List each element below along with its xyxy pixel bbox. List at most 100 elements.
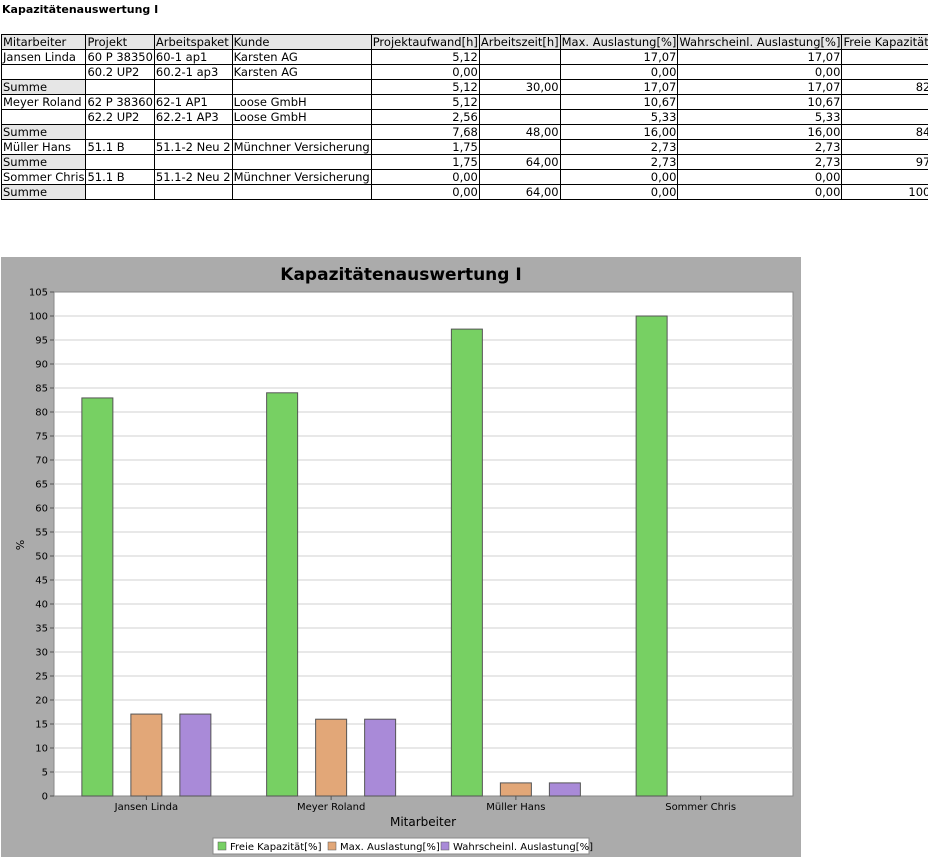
table-cell: 30,00	[479, 80, 560, 95]
table-cell: 10,67	[678, 95, 842, 110]
legend-label: Wahrscheinl. Auslastung[%]	[453, 842, 593, 853]
table-cell: 51.1-2 Neu 2	[154, 140, 232, 155]
table-cell: 2,73	[560, 140, 678, 155]
table-cell: 5,12	[371, 95, 479, 110]
table-cell: 60.2 UP2	[86, 65, 154, 80]
table-cell	[842, 110, 928, 125]
table-cell: 60.2-1 ap3	[154, 65, 232, 80]
bar	[365, 719, 396, 796]
table-cell: 5,12	[371, 50, 479, 65]
y-tick-label: 25	[35, 672, 48, 683]
table-cell: 2,73	[560, 155, 678, 170]
table-cell: 0,00	[678, 65, 842, 80]
y-tick-label: 100	[29, 312, 48, 323]
column-header: Projektaufwand[h]	[371, 35, 479, 50]
bar	[451, 329, 482, 796]
table-cell: Loose GmbH	[232, 95, 371, 110]
table-cell: Jansen Linda	[2, 50, 86, 65]
table-cell: 82,93	[842, 80, 928, 95]
y-tick-label: 105	[29, 288, 48, 299]
column-header: Kunde	[232, 35, 371, 50]
y-tick-label: 45	[35, 576, 48, 587]
table-cell: 60-1 ap1	[154, 50, 232, 65]
column-header: Wahrscheinl. Auslastung[%]	[678, 35, 842, 50]
table-cell: Münchner Versicherung	[232, 140, 371, 155]
table-cell: 100,00	[842, 185, 928, 200]
table-cell: Summe	[2, 185, 86, 200]
table-cell: 17,07	[560, 80, 678, 95]
table-cell: 2,73	[678, 140, 842, 155]
bar	[316, 719, 347, 796]
y-tick-label: 55	[35, 528, 48, 539]
table-cell	[2, 110, 86, 125]
bar	[82, 398, 113, 796]
table-cell: Summe	[2, 80, 86, 95]
x-tick-label: Müller Hans	[486, 802, 545, 813]
table-cell: 97,27	[842, 155, 928, 170]
chart-title: Kapazitätenauswertung I	[280, 265, 521, 285]
column-header: Projekt	[86, 35, 154, 50]
table-cell	[86, 185, 154, 200]
table-cell: Karsten AG	[232, 50, 371, 65]
table-cell: 1,75	[371, 140, 479, 155]
legend-swatch	[441, 842, 449, 850]
bar	[549, 783, 580, 796]
column-header: Freie Kapazität[%]	[842, 35, 928, 50]
table-cell: 51.1 B	[86, 170, 154, 185]
table-cell	[842, 170, 928, 185]
table-cell	[479, 140, 560, 155]
table-cell: Summe	[2, 155, 86, 170]
table-cell: 64,00	[479, 185, 560, 200]
report-title: Kapazitätenauswertung I	[2, 3, 158, 16]
x-tick-label: Sommer Chris	[665, 802, 736, 813]
table-cell	[232, 185, 371, 200]
bar	[131, 714, 162, 796]
y-tick-label: 35	[35, 624, 48, 635]
table-cell: 0,00	[560, 170, 678, 185]
table-cell	[86, 155, 154, 170]
legend-label: Max. Auslastung[%]	[340, 842, 440, 853]
table-cell: 48,00	[479, 125, 560, 140]
y-tick-label: 75	[35, 432, 48, 443]
y-tick-label: 80	[35, 408, 48, 419]
table-cell	[842, 140, 928, 155]
x-axis-label: Mitarbeiter	[390, 815, 456, 829]
table-cell: Sommer Chris	[2, 170, 86, 185]
table-cell: 0,00	[560, 65, 678, 80]
legend-label: Freie Kapazität[%]	[230, 842, 322, 853]
y-axis-ticks: 0510152025303540455055606570758085909510…	[29, 288, 54, 803]
table-cell: 0,00	[560, 185, 678, 200]
table-cell: 62 P 38360	[86, 95, 154, 110]
y-tick-label: 40	[35, 600, 48, 611]
table-cell: 0,00	[371, 65, 479, 80]
table-cell	[86, 125, 154, 140]
table-cell	[479, 65, 560, 80]
table-cell: 5,33	[678, 110, 842, 125]
y-tick-label: 70	[35, 456, 48, 467]
table-cell	[86, 80, 154, 95]
table-cell: 16,00	[560, 125, 678, 140]
plot-area	[54, 292, 793, 796]
table-cell: Summe	[2, 125, 86, 140]
bar-chart: Kapazitätenauswertung I 0510152025303540…	[1, 257, 801, 857]
y-tick-label: 15	[35, 720, 48, 731]
table-cell: 1,75	[371, 155, 479, 170]
y-tick-label: 85	[35, 384, 48, 395]
bar	[500, 783, 531, 796]
table-cell	[842, 95, 928, 110]
table-cell: 51.1-2 Neu 2	[154, 170, 232, 185]
table-cell	[479, 95, 560, 110]
table-cell: 64,00	[479, 155, 560, 170]
table-cell	[479, 50, 560, 65]
x-tick-label: Jansen Linda	[114, 802, 178, 813]
